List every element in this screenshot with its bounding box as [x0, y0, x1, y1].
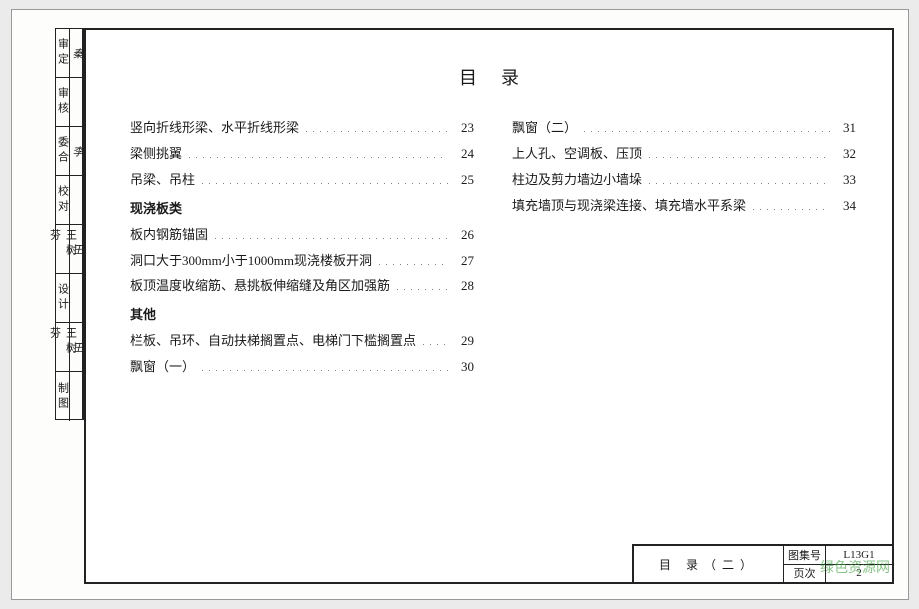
toc-entry-page: 31 [834, 120, 856, 137]
signature: 秦 [70, 29, 84, 77]
sidebar-cell: 王树芬 王 [56, 323, 82, 372]
toc-entry-label: 梁侧挑翼 [130, 146, 182, 163]
toc-entry: 栏板、吊环、自动扶梯搁置点、电梯门下槛搁置点 29 [130, 333, 474, 350]
toc-entry-page: 30 [452, 359, 474, 376]
toc-entry-page: 24 [452, 146, 474, 163]
toc-right-column: 飘窗（二） 31 上人孔、空调板、压顶 32 柱边及剪力墙边小墙垛 33 填充墙顶与现浇梁连… [512, 120, 856, 385]
toc-entry-page: 23 [452, 120, 474, 137]
page-title: 目录 [86, 64, 892, 90]
page-no-value: 2 [826, 565, 892, 583]
toc-leader-dots [420, 344, 448, 345]
toc-entry-label: 吊梁、吊柱 [130, 172, 195, 189]
toc-section-heading: 其他 [130, 304, 474, 323]
toc-leader-dots [376, 264, 448, 265]
role-label: 王树芬 [56, 323, 70, 371]
toc-leader-dots [303, 131, 448, 132]
toc-leader-dots [199, 370, 448, 371]
titleblock-row: 图集号 L13G1 [784, 546, 892, 565]
toc-entry-label: 洞口大于300mm小于1000mm现浇楼板开洞 [130, 253, 372, 270]
toc-entry: 竖向折线形梁、水平折线形梁 23 [130, 120, 474, 137]
toc-entry-label: 板内钢筋锚固 [130, 227, 208, 244]
toc-entry-page: 28 [452, 278, 474, 295]
toc-leader-dots [394, 289, 448, 290]
toc-leader-dots [750, 209, 830, 210]
content-frame: 目录 竖向折线形梁、水平折线形梁 23 梁侧挑翼 24 吊梁、吊柱 25 现浇板类板内钢筋锚… [84, 28, 894, 584]
toc-left-column: 竖向折线形梁、水平折线形梁 23 梁侧挑翼 24 吊梁、吊柱 25 现浇板类板内钢筋锚固 26… [130, 120, 474, 385]
title-block: 目 录（二） 图集号 L13G1 页次 2 [632, 544, 894, 584]
toc-entry-label: 填充墙顶与现浇梁连接、填充墙水平系梁 [512, 198, 746, 215]
toc-entry-label: 竖向折线形梁、水平折线形梁 [130, 120, 299, 137]
sidebar-cell: 制图 [56, 372, 82, 421]
toc-entry: 上人孔、空调板、压顶 32 [512, 146, 856, 163]
role-label: 委合 [56, 127, 70, 175]
toc-entry-label: 板顶温度收缩筋、悬挑板伸缩缝及角区加强筋 [130, 278, 390, 295]
role-label: 设计 [56, 274, 70, 322]
role-label: 制图 [56, 372, 70, 421]
toc-entry-label: 上人孔、空调板、压顶 [512, 146, 642, 163]
toc-leader-dots [186, 157, 448, 158]
document-page: 审定 秦 审核 委合 李 校对 王树芬 王 设计 王树芬 王 制图 [11, 9, 909, 600]
drawing-no-value: L13G1 [826, 546, 892, 564]
toc-entry-page: 32 [834, 146, 856, 163]
sidebar-cell: 委合 李 [56, 127, 82, 176]
toc-entry-label: 栏板、吊环、自动扶梯搁置点、电梯门下槛搁置点 [130, 333, 416, 350]
toc-entry: 梁侧挑翼 24 [130, 146, 474, 163]
titleblock-info: 图集号 L13G1 页次 2 [784, 546, 892, 582]
toc-entry: 柱边及剪力墙边小墙垛 33 [512, 172, 856, 189]
toc-entry: 填充墙顶与现浇梁连接、填充墙水平系梁 34 [512, 198, 856, 215]
toc-entry: 板顶温度收缩筋、悬挑板伸缩缝及角区加强筋 28 [130, 278, 474, 295]
role-label: 王树芬 [56, 225, 70, 273]
toc-entry-label: 柱边及剪力墙边小墙垛 [512, 172, 642, 189]
role-label: 审核 [56, 78, 70, 126]
role-label: 校对 [56, 176, 70, 224]
toc-entry-page: 25 [452, 172, 474, 189]
toc-entry-page: 34 [834, 198, 856, 215]
signature: 王 [70, 323, 84, 371]
toc-columns: 竖向折线形梁、水平折线形梁 23 梁侧挑翼 24 吊梁、吊柱 25 现浇板类板内钢筋锚固 26… [86, 120, 892, 385]
toc-entry-label: 飘窗（一） [130, 359, 195, 376]
toc-leader-dots [199, 183, 448, 184]
signature [70, 176, 82, 224]
drawing-no-label: 图集号 [784, 546, 826, 564]
sidebar-cell: 王树芬 王 [56, 225, 82, 274]
titleblock-name: 目 录（二） [634, 546, 784, 582]
toc-section-heading: 现浇板类 [130, 198, 474, 217]
toc-entry-page: 33 [834, 172, 856, 189]
toc-entry: 飘窗（一） 30 [130, 359, 474, 376]
toc-entry: 板内钢筋锚固 26 [130, 227, 474, 244]
signature [70, 78, 82, 126]
signature [70, 274, 82, 322]
toc-entry: 吊梁、吊柱 25 [130, 172, 474, 189]
toc-leader-dots [212, 238, 448, 239]
toc-leader-dots [581, 131, 830, 132]
sidebar-cell: 设计 [56, 274, 82, 323]
role-label: 审定 [56, 29, 70, 77]
page-no-label: 页次 [784, 565, 826, 583]
signature: 王 [70, 225, 84, 273]
toc-leader-dots [646, 157, 830, 158]
approval-sidebar: 审定 秦 审核 委合 李 校对 王树芬 王 设计 王树芬 王 制图 [55, 28, 84, 420]
toc-entry-page: 27 [452, 253, 474, 270]
sidebar-cell: 审核 [56, 78, 82, 127]
toc-entry: 洞口大于300mm小于1000mm现浇楼板开洞 27 [130, 253, 474, 270]
signature [70, 372, 82, 421]
titleblock-row: 页次 2 [784, 565, 892, 583]
sidebar-cell: 校对 [56, 176, 82, 225]
toc-entry-label: 飘窗（二） [512, 120, 577, 137]
signature: 李 [70, 127, 84, 175]
toc-entry-page: 26 [452, 227, 474, 244]
toc-leader-dots [646, 183, 830, 184]
toc-entry: 飘窗（二） 31 [512, 120, 856, 137]
sidebar-cell: 审定 秦 [56, 29, 82, 78]
toc-entry-page: 29 [452, 333, 474, 350]
